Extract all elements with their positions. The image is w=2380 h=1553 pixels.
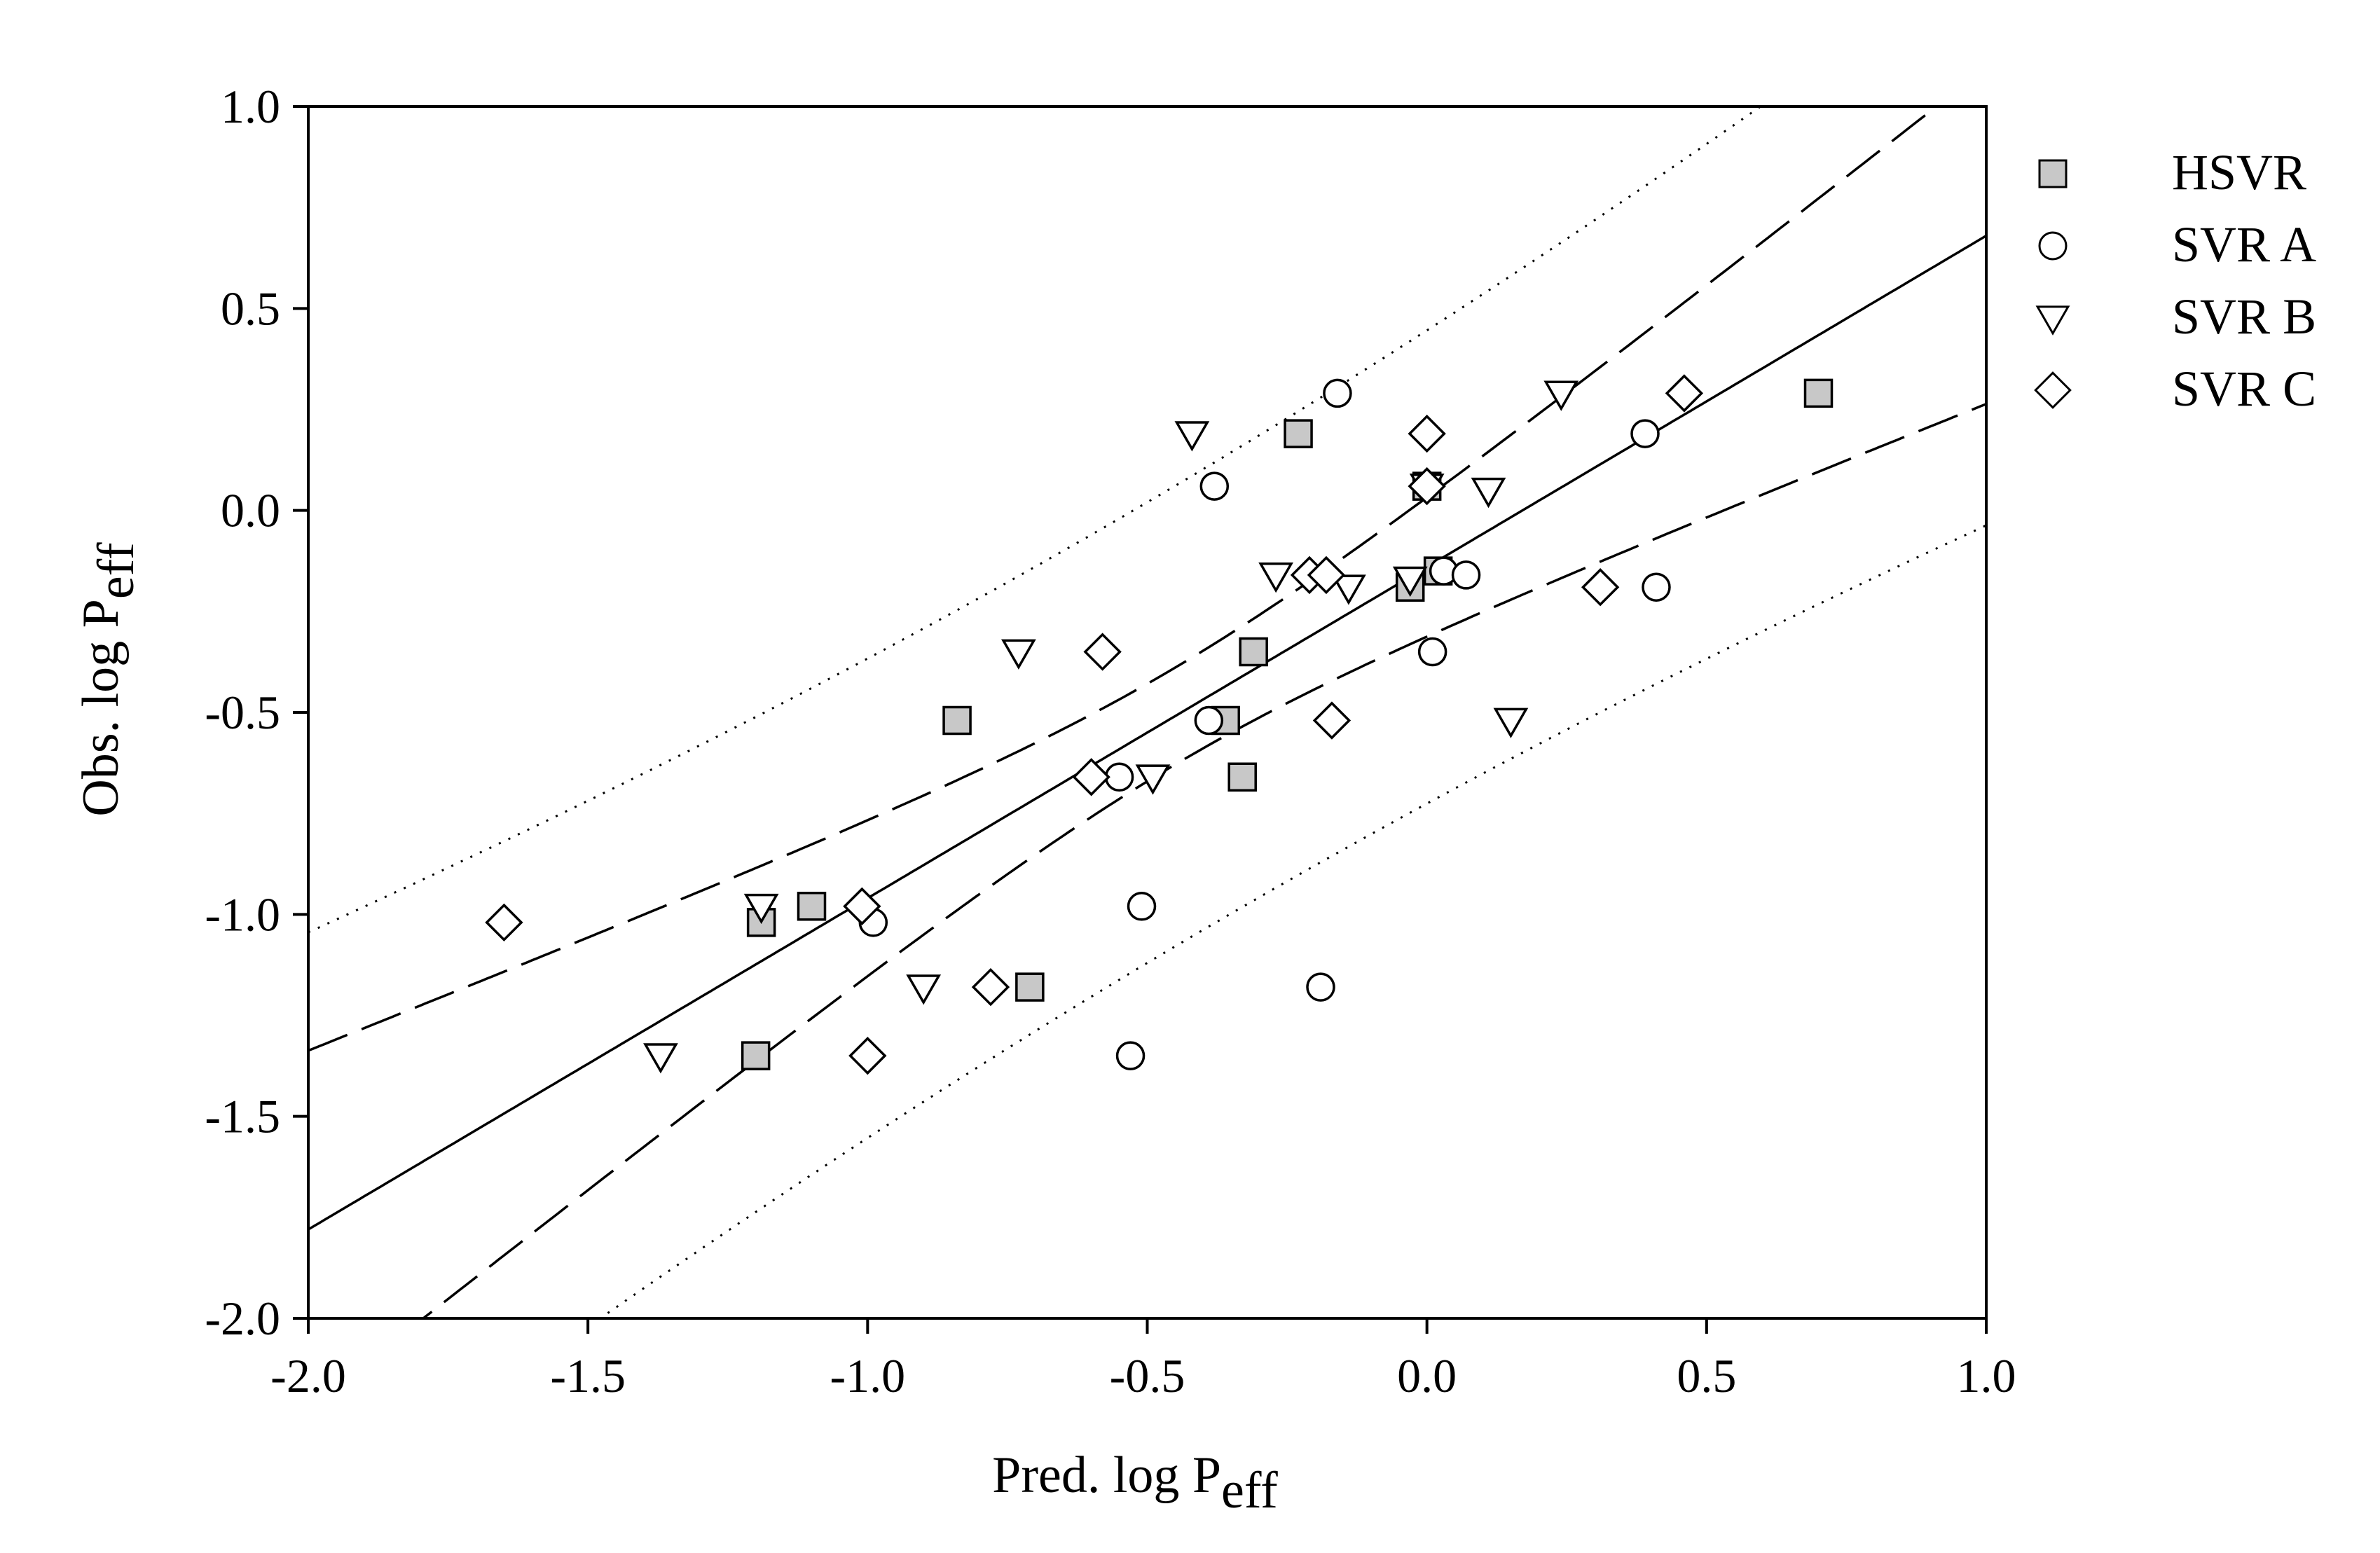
point-svr-c	[485, 903, 523, 942]
point-hsvr	[1239, 637, 1268, 667]
y-tick-label: 0.0	[221, 484, 280, 537]
point-svr-b	[1471, 477, 1506, 509]
point-hsvr	[1015, 972, 1045, 1002]
point-svr-a	[1323, 378, 1352, 408]
point-svr-a	[1306, 972, 1335, 1002]
point-svr-a	[1104, 762, 1134, 792]
point-hsvr	[797, 892, 827, 921]
point-hsvr	[741, 1041, 771, 1070]
x-tick-label: -1.5	[550, 1349, 626, 1402]
point-svr-c	[1307, 555, 1346, 595]
data-points	[485, 374, 1834, 1075]
y-tick-label: -0.5	[205, 686, 280, 739]
point-svr-b	[906, 974, 942, 1005]
x-tick-label: 1.0	[1957, 1349, 2016, 1402]
x-tick-label: -0.5	[1110, 1349, 1185, 1402]
point-hsvr	[1803, 378, 1834, 408]
point-svr-a	[1194, 705, 1224, 736]
point-hsvr	[942, 705, 972, 736]
point-hsvr	[1284, 419, 1313, 448]
point-svr-b	[1493, 708, 1529, 738]
point-svr-a	[1115, 1041, 1146, 1070]
x-axis-label: Pred. log Peff	[992, 1447, 1278, 1519]
point-svr-c	[1408, 414, 1446, 453]
y-axis-label: Obs. log Peff	[72, 542, 145, 817]
point-svr-b	[1392, 566, 1428, 598]
point-svr-c	[843, 887, 881, 925]
x-tick-label: 0.0	[1397, 1349, 1457, 1402]
axis-ticks: -2.0 -1.5 -1.0 -0.5 0.0 0.5 1.0 -2.0 -1.5 -1.0 -0.…	[205, 80, 2016, 1402]
point-svr-a	[1199, 471, 1230, 501]
point-svr-a	[1451, 560, 1481, 590]
y-tick-label: -1.5	[205, 1090, 280, 1143]
legend-marker-hsvr	[2038, 159, 2068, 188]
point-svr-a	[1127, 892, 1157, 921]
y-tick-label: 1.0	[221, 80, 280, 133]
point-svr-b	[1258, 562, 1293, 593]
legend: HSVR SVR A SVR B SVR C	[2034, 144, 2316, 417]
series-svr-c	[485, 374, 1704, 1075]
legend-label-svr-b: SVR B	[2172, 289, 2316, 345]
legend-marker-svr-b	[2035, 305, 2070, 336]
legend-label-svr-c: SVR C	[2172, 361, 2316, 417]
regression-line	[308, 234, 1986, 1231]
x-tick-label: -2.0	[270, 1349, 346, 1402]
point-svr-c	[1665, 374, 1704, 413]
x-axis-label-main: Pred. log P	[992, 1447, 1221, 1504]
point-svr-c	[1408, 467, 1446, 506]
point-svr-a	[1630, 419, 1660, 448]
y-tick-label: 0.5	[221, 282, 280, 335]
legend-marker-svr-a	[2038, 231, 2068, 261]
x-tick-label: -1.0	[830, 1349, 906, 1402]
point-svr-c	[1083, 633, 1122, 671]
y-tick-label: -2.0	[205, 1292, 280, 1345]
legend-item-hsvr: HSVR	[2038, 144, 2306, 200]
point-svr-b	[1135, 764, 1171, 795]
y-axis-label-subscript: eff	[88, 542, 145, 599]
y-tick-label: -1.0	[205, 888, 280, 941]
point-svr-c	[1072, 758, 1110, 796]
confidence-band-upper	[308, 106, 1939, 1052]
point-svr-c	[848, 1036, 887, 1075]
point-svr-b	[1001, 639, 1036, 670]
y-axis-label-main: Obs. log P	[72, 599, 130, 816]
legend-marker-svr-c	[2034, 371, 2072, 409]
legend-label-svr-a: SVR A	[2172, 216, 2316, 272]
legend-label-hsvr: HSVR	[2172, 144, 2306, 200]
point-svr-b	[1543, 380, 1579, 411]
point-svr-c	[1581, 568, 1620, 607]
point-svr-b	[1331, 574, 1366, 605]
point-svr-a	[1417, 637, 1447, 667]
point-svr-c	[971, 967, 1010, 1007]
point-hsvr	[1227, 762, 1257, 792]
point-svr-b	[643, 1043, 678, 1074]
point-svr-b	[743, 893, 779, 925]
legend-item-svr-c: SVR C	[2034, 361, 2316, 417]
point-svr-a	[1642, 572, 1671, 602]
point-svr-b	[1174, 421, 1210, 452]
x-tick-label: 0.5	[1677, 1349, 1736, 1402]
point-svr-c	[1312, 701, 1351, 740]
legend-item-svr-b: SVR B	[2035, 289, 2316, 345]
x-axis-label-subscript: eff	[1221, 1462, 1278, 1519]
legend-item-svr-a: SVR A	[2038, 216, 2316, 272]
